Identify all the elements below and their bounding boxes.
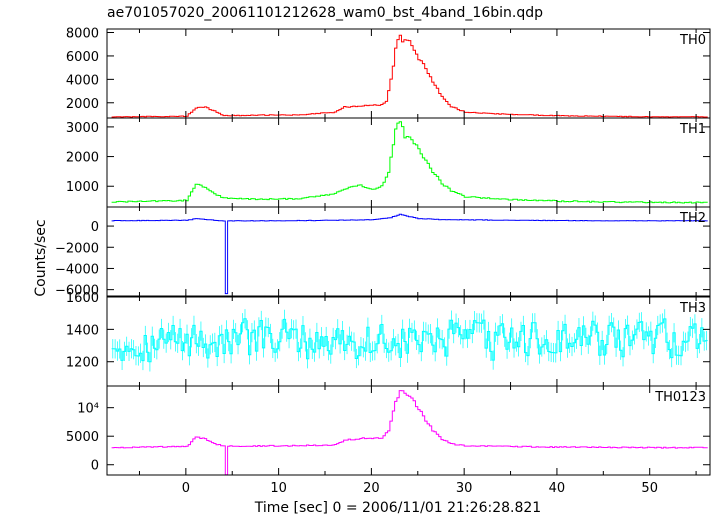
y-tick-label: 2000 xyxy=(66,97,99,112)
y-axis-label: Counts/sec xyxy=(33,219,49,296)
x-tick-label: 0 xyxy=(182,481,190,496)
y-tick-label: −2000 xyxy=(55,241,99,256)
series-th2-line xyxy=(111,213,708,295)
panel-th3: 1200 1400 1600 TH3 xyxy=(66,291,711,387)
panel-label-th2: TH2 xyxy=(679,211,706,226)
series-th3-line xyxy=(111,318,708,363)
panel-frame xyxy=(106,206,711,297)
y-tick-label: 1600 xyxy=(66,291,99,306)
y-tick-label: 0 xyxy=(91,459,99,474)
y-tick-label: 2000 xyxy=(66,151,99,166)
x-tick-label: 40 xyxy=(549,481,566,496)
y-tick-label: −6000 xyxy=(55,284,99,299)
y-tick-label: −4000 xyxy=(55,262,99,277)
chart-title: ae701057020_20061101212628_wam0_bst_4ban… xyxy=(107,5,543,21)
series-th0-line xyxy=(111,34,708,118)
y-tick-label: 0 xyxy=(91,220,99,235)
panel-th2: −6000 −4000 −2000 0 TH2 xyxy=(55,206,711,299)
x-tick-label: 10 xyxy=(270,481,287,496)
panel-label-th0: TH0 xyxy=(679,33,706,48)
panel-frame xyxy=(106,385,711,476)
y-tick-label: 1400 xyxy=(66,323,99,338)
panel-label-th3: TH3 xyxy=(679,301,706,316)
panels-layer: 0 10 20 30 40 50 2000 4000 6000 8000 TH0 1000 2000 30… xyxy=(55,27,711,496)
x-axis-label: Time [sec] 0 = 2006/11/01 21:26:28.821 xyxy=(254,500,541,516)
panel-frame xyxy=(106,28,711,119)
panel-label-th1: TH1 xyxy=(679,122,706,137)
panel-frame xyxy=(106,117,711,208)
y-tick-label: 3000 xyxy=(66,121,99,136)
y-tick-label: 6000 xyxy=(66,50,99,65)
panel-th0: 2000 4000 6000 8000 TH0 xyxy=(66,27,711,119)
x-tick-label: 20 xyxy=(363,481,380,496)
y-tick-label: 5000 xyxy=(66,430,99,445)
y-tick-label: 8000 xyxy=(66,27,99,42)
y-tick-label: 4000 xyxy=(66,73,99,88)
y-tick-label: 10⁴ xyxy=(77,402,99,417)
y-tick-label: 1200 xyxy=(66,356,99,371)
series-th1-line xyxy=(111,121,708,204)
series-th0123-line xyxy=(111,390,708,476)
panel-label-th0123: TH0123 xyxy=(654,390,706,405)
panel-th0123: 0 5000 10⁴ TH0123 xyxy=(66,385,711,476)
panel-th1: 1000 2000 3000 TH1 xyxy=(66,117,711,208)
y-tick-label: 1000 xyxy=(66,180,99,195)
x-tick-label: 30 xyxy=(456,481,473,496)
x-tick-label: 50 xyxy=(641,481,658,496)
